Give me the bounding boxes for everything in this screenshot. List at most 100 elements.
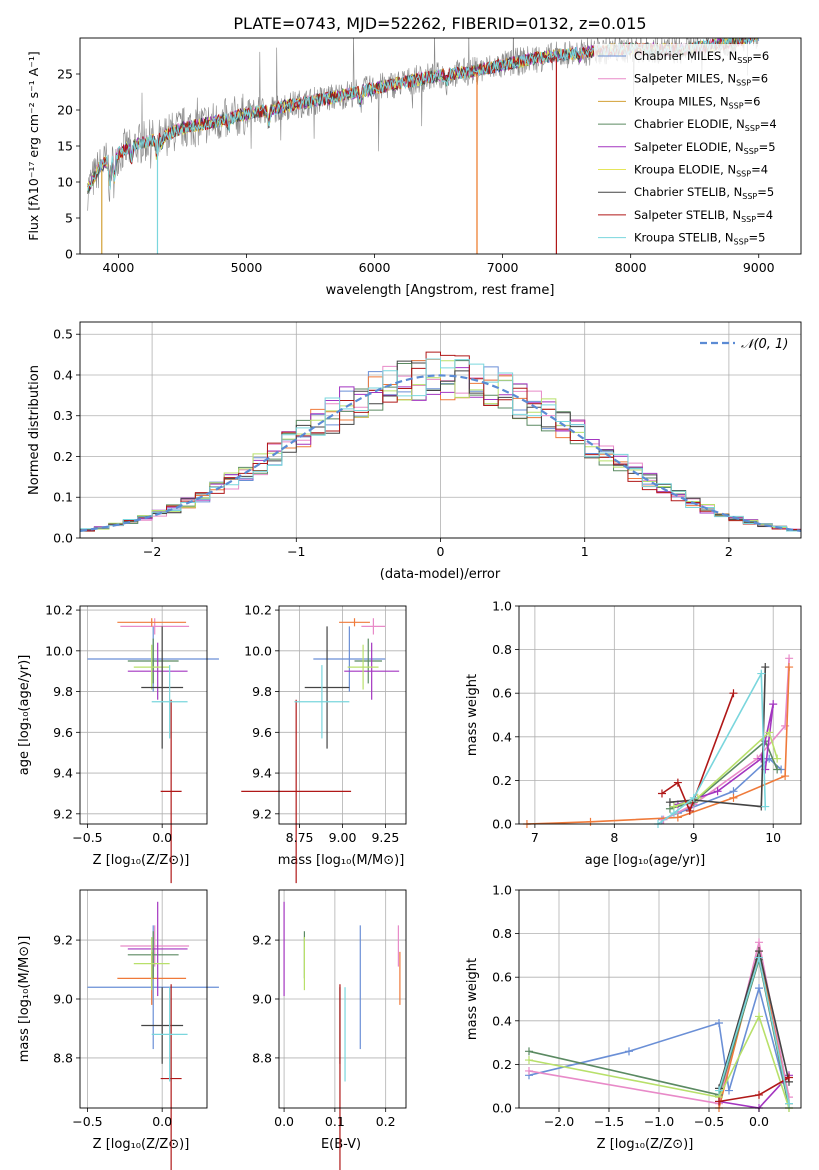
y-tick-label: 8.8 — [53, 1050, 73, 1065]
weight-marker — [785, 663, 794, 672]
spectrum-xlabel: wavelength [Angstrom, rest frame] — [326, 283, 555, 298]
y-tick-label: 0.6 — [492, 970, 512, 985]
weight-line — [528, 1014, 790, 1109]
age-z-ylabel: age [log₁₀(age/yr)] — [17, 655, 32, 776]
y-tick-label: 9.8 — [252, 684, 272, 699]
weight-marker — [713, 787, 722, 796]
age-vs-mass-panel: mass [log₁₀(M/M⊙)] 8.75 9.00 9.25 9.2 9.4 9.6… — [241, 603, 407, 884]
y-tick-label: 0.2 — [53, 449, 73, 464]
residual-panel: −2 −1 0 1 2 0.0 0.1 0.2 0.3 0.4 0.5 𝒩(0, 1) (data-… — [27, 321, 802, 582]
legend-subscript: SSP — [729, 101, 744, 110]
weight-marker — [761, 802, 770, 811]
grid-layer — [279, 890, 406, 1108]
y-tick-label: 0.2 — [492, 1057, 512, 1072]
x-tick-label: 8.75 — [286, 830, 314, 845]
x-tick-label: 0.2 — [376, 1114, 396, 1129]
axes-layer: −0.5 0.0 9.2 9.4 9.6 9.8 10.0 10.2 — [45, 603, 208, 845]
weight-marker — [715, 1097, 723, 1106]
weight-marker — [673, 813, 682, 822]
mass-z-ylabel: mass [log₁₀(M/M⊙)] — [17, 936, 32, 1063]
y-tick-label: 9.6 — [53, 725, 73, 740]
x-tick-label: −2 — [143, 544, 161, 559]
legend-label: Kroupa ELODIE, NSSP=4 — [634, 163, 768, 179]
weight-marker — [781, 772, 790, 781]
x-tick-label: 7000 — [487, 260, 519, 275]
weight-marker — [755, 984, 763, 993]
x-tick-label: −1.5 — [594, 1114, 624, 1129]
legend-subscript: SSP — [737, 56, 752, 65]
y-tick-label: 20 — [57, 103, 73, 118]
age-z-xlabel: Z [log₁₀(Z/Z⊙)] — [93, 853, 190, 868]
y-tick-label: 0.0 — [492, 817, 512, 832]
y-tick-label: 0.1 — [53, 490, 73, 505]
x-tick-label: −0.5 — [72, 1114, 102, 1129]
legend-label: Kroupa STELIB, NSSP=5 — [634, 231, 765, 247]
weight-marker — [755, 1012, 763, 1021]
panel-frame — [518, 889, 802, 1109]
legend-label: Salpeter MILES, NSSP=6 — [634, 72, 768, 88]
y-tick-label: 10 — [57, 175, 73, 190]
y-tick-label: 10.2 — [244, 603, 272, 618]
weight-z-ylabel: mass weight — [465, 958, 480, 1040]
legend-label: Chabrier STELIB, NSSP=5 — [634, 185, 774, 201]
legend-suffix: =4 — [756, 208, 773, 222]
weight-marker — [757, 669, 766, 678]
age-vs-metallicity-panel: Z [log₁₀(Z/Z⊙)] age [log₁₀(age/yr)] −0.5… — [17, 603, 219, 884]
x-tick-label: 1 — [581, 544, 589, 559]
weight-line — [677, 703, 774, 806]
weight-marker — [761, 663, 770, 672]
y-tick-label: 0.2 — [492, 773, 512, 788]
weight-marker — [785, 1073, 793, 1082]
residual-histogram — [80, 360, 801, 531]
y-tick-label: 1.0 — [492, 883, 512, 898]
x-tick-label: −0.5 — [694, 1114, 724, 1129]
weight-marker — [725, 1086, 733, 1095]
weight-marker — [785, 1099, 793, 1108]
y-tick-label: 25 — [57, 67, 73, 82]
mass-vs-ebv-panel: E(B-V) 0.0 0.1 0.2 8.8 9.0 9.2 — [252, 889, 407, 1170]
y-tick-label: 10.0 — [45, 643, 73, 658]
legend-suffix: =4 — [751, 163, 768, 177]
grid-layer — [519, 889, 801, 1109]
weight-age-ylabel: mass weight — [465, 674, 480, 756]
y-tick-label: 10.0 — [244, 643, 272, 658]
legend-label: Chabrier ELODIE, NSSP=4 — [634, 117, 777, 133]
legend-suffix: =6 — [744, 94, 761, 108]
weight-line — [526, 666, 790, 825]
x-tick-label: 7 — [531, 830, 539, 845]
x-tick-label: 0.0 — [749, 1114, 769, 1129]
y-tick-label: 5 — [65, 211, 73, 226]
axes-layer: −2.0 −1.5 −1.0 −0.5 0.0 0.0 0.2 0.4 0.6 0.8 1.0 — [492, 883, 802, 1129]
x-tick-label: 0.0 — [152, 830, 172, 845]
weight-vs-metallicity-panel: Z [log₁₀(Z/Z⊙)] mass weight −2.0 −1.5 −1.0… — [465, 883, 802, 1152]
model-spectrum — [87, 38, 755, 194]
x-tick-label: 9.25 — [371, 830, 399, 845]
mass-z-xlabel: Z [log₁₀(Z/Z⊙)] — [93, 1137, 190, 1152]
x-tick-label: 6000 — [359, 260, 391, 275]
weight-marker — [755, 953, 763, 962]
residual-ylabel: Normed distribution — [27, 365, 42, 495]
weight-line — [528, 985, 790, 1104]
y-tick-label: 8.8 — [252, 1050, 272, 1065]
weight-marker — [715, 1018, 723, 1027]
plot-layer — [283, 901, 401, 1170]
y-tick-label: 0.5 — [53, 327, 73, 342]
x-tick-label: 8000 — [615, 260, 647, 275]
weight-marker — [685, 806, 694, 815]
grid-layer — [80, 890, 207, 1108]
y-tick-label: 0.0 — [53, 531, 73, 546]
x-tick-label: −1 — [287, 544, 305, 559]
legend-suffix: =5 — [759, 140, 776, 154]
spectrum-legend: Chabrier MILES, NSSP=6 Salpeter MILES, NS… — [594, 44, 799, 250]
weight-marker — [715, 1086, 723, 1095]
age-mass-xlabel: mass [log₁₀(M/M⊙)] — [278, 853, 405, 868]
panel-frame — [278, 605, 407, 825]
residual-axes: −2 −1 0 1 2 0.0 0.1 0.2 0.3 0.4 0.5 — [53, 327, 733, 559]
weight-marker — [773, 754, 782, 763]
weight-marker — [729, 689, 738, 698]
residual-histogram — [80, 367, 801, 532]
axes-layer: 0.0 0.1 0.2 8.8 9.0 9.2 — [252, 889, 407, 1129]
y-tick-label: 9.2 — [252, 806, 272, 821]
legend-label: Salpeter ELODIE, NSSP=5 — [634, 140, 776, 156]
axes-layer: 8.75 9.00 9.25 9.2 9.4 9.6 9.8 10.0 10.2 — [244, 603, 407, 845]
